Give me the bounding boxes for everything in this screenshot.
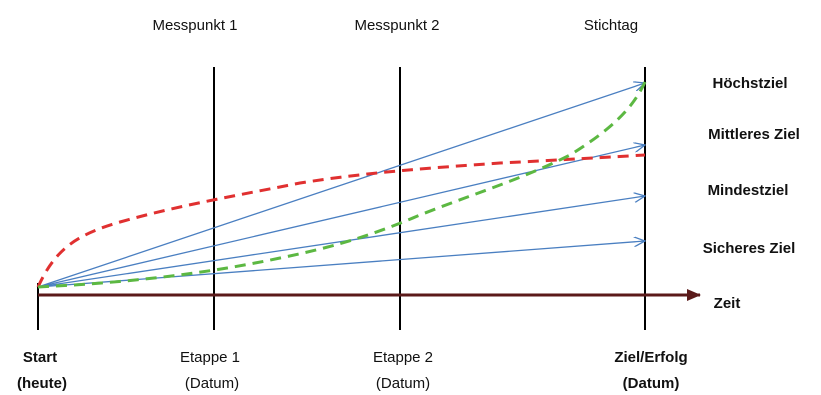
goal-label: Ziel/Erfolg [614,349,687,366]
safe-goal-arrow [37,241,645,288]
checkpoint1-label: Messpunkt 1 [152,17,237,34]
medium-goal-label: Mittleres Ziel [708,126,800,143]
stage1-label: Etappe 1 [180,349,240,366]
stage2-label: Etappe 2 [373,349,433,366]
highest-goal-label: Höchstziel [712,75,787,92]
start-sublabel: (heute) [17,375,67,392]
time-axis-label: Zeit [714,295,741,312]
medium-goal-arrow [37,145,645,288]
safe-goal-label: Sicheres Ziel [703,240,796,257]
stage1-sublabel: (Datum) [185,375,239,392]
start-label: Start [23,349,57,366]
red-progress-curve [36,153,646,288]
highest-goal-arrow [37,83,645,288]
stage2-sublabel: (Datum) [376,375,430,392]
deadline-label: Stichtag [584,17,638,34]
checkpoint2-label: Messpunkt 2 [354,17,439,34]
minimum-goal-label: Mindestziel [708,182,789,199]
goal-sublabel: (Datum) [623,375,680,392]
minimum-goal-arrow [37,196,645,288]
